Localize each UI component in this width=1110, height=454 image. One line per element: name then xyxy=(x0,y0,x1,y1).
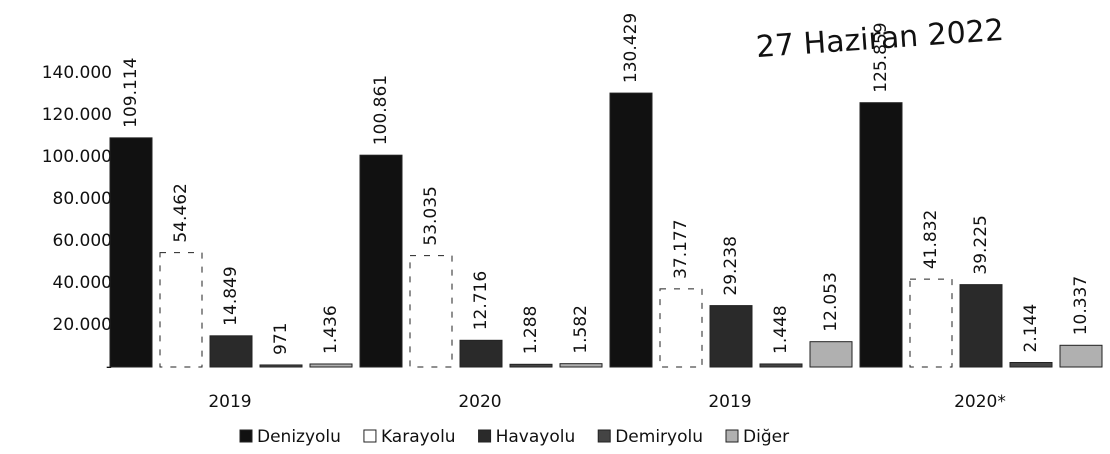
data-label: 39.225 xyxy=(971,215,991,274)
x-tick-label: 2020 xyxy=(458,392,501,412)
data-label: 971 xyxy=(271,323,291,355)
data-label: 100.861 xyxy=(371,75,391,145)
data-label: 53.035 xyxy=(421,186,441,245)
bar xyxy=(759,363,803,368)
y-tick-label: - xyxy=(106,357,112,377)
data-label: 10.337 xyxy=(1071,276,1091,335)
data-label: 41.832 xyxy=(921,210,941,269)
legend-label: Diğer xyxy=(743,427,789,447)
bar xyxy=(909,278,953,368)
legend-swatch xyxy=(363,429,377,443)
data-label: 54.462 xyxy=(171,183,191,242)
y-tick-label: 40.000 xyxy=(53,273,112,293)
y-tick-label: 20.000 xyxy=(53,315,112,335)
legend-swatch xyxy=(239,429,253,443)
bar xyxy=(1059,344,1103,368)
data-label: 14.849 xyxy=(221,266,241,325)
y-tick-label: 60.000 xyxy=(53,231,112,251)
y-tick-label: 80.000 xyxy=(53,189,112,209)
bar xyxy=(459,339,503,368)
bar xyxy=(109,137,153,368)
data-label: 29.238 xyxy=(721,236,741,295)
bar xyxy=(959,284,1003,368)
legend-swatch xyxy=(478,429,492,443)
bar xyxy=(159,252,203,368)
data-label: 12.053 xyxy=(821,272,841,331)
data-label: 37.177 xyxy=(671,219,691,278)
data-label: 109.114 xyxy=(121,58,141,128)
bar xyxy=(409,255,453,368)
legend-label: Demiryolu xyxy=(615,427,703,447)
data-label: 125.859 xyxy=(871,22,891,92)
legend-label: Karayolu xyxy=(381,427,456,447)
bar xyxy=(209,335,253,368)
bar xyxy=(259,364,303,368)
data-label: 12.716 xyxy=(471,271,491,330)
bar xyxy=(609,92,653,368)
data-label: 1.448 xyxy=(771,305,791,354)
bar xyxy=(709,305,753,368)
bar xyxy=(509,363,553,368)
x-tick-label: 2019 xyxy=(708,392,751,412)
bar xyxy=(359,154,403,368)
legend-label: Denizyolu xyxy=(257,427,341,447)
x-tick-label: 2019 xyxy=(208,392,251,412)
data-label: 1.582 xyxy=(571,305,591,354)
data-label: 1.436 xyxy=(321,305,341,354)
data-label: 130.429 xyxy=(621,13,641,83)
legend-swatch xyxy=(597,429,611,443)
bar xyxy=(559,363,603,368)
bar xyxy=(309,363,353,368)
bar xyxy=(659,288,703,368)
legend-swatch xyxy=(725,429,739,443)
y-tick-label: 120.000 xyxy=(42,105,112,125)
y-tick-label: 140.000 xyxy=(42,63,112,83)
bar xyxy=(859,102,903,368)
x-tick-label: 2020* xyxy=(954,392,1006,412)
legend-label: Havayolu xyxy=(496,427,576,447)
data-label: 2.144 xyxy=(1021,304,1041,353)
data-label: 1.288 xyxy=(521,306,541,355)
y-tick-label: 100.000 xyxy=(42,147,112,167)
bar xyxy=(809,341,853,368)
bar xyxy=(1009,361,1053,368)
